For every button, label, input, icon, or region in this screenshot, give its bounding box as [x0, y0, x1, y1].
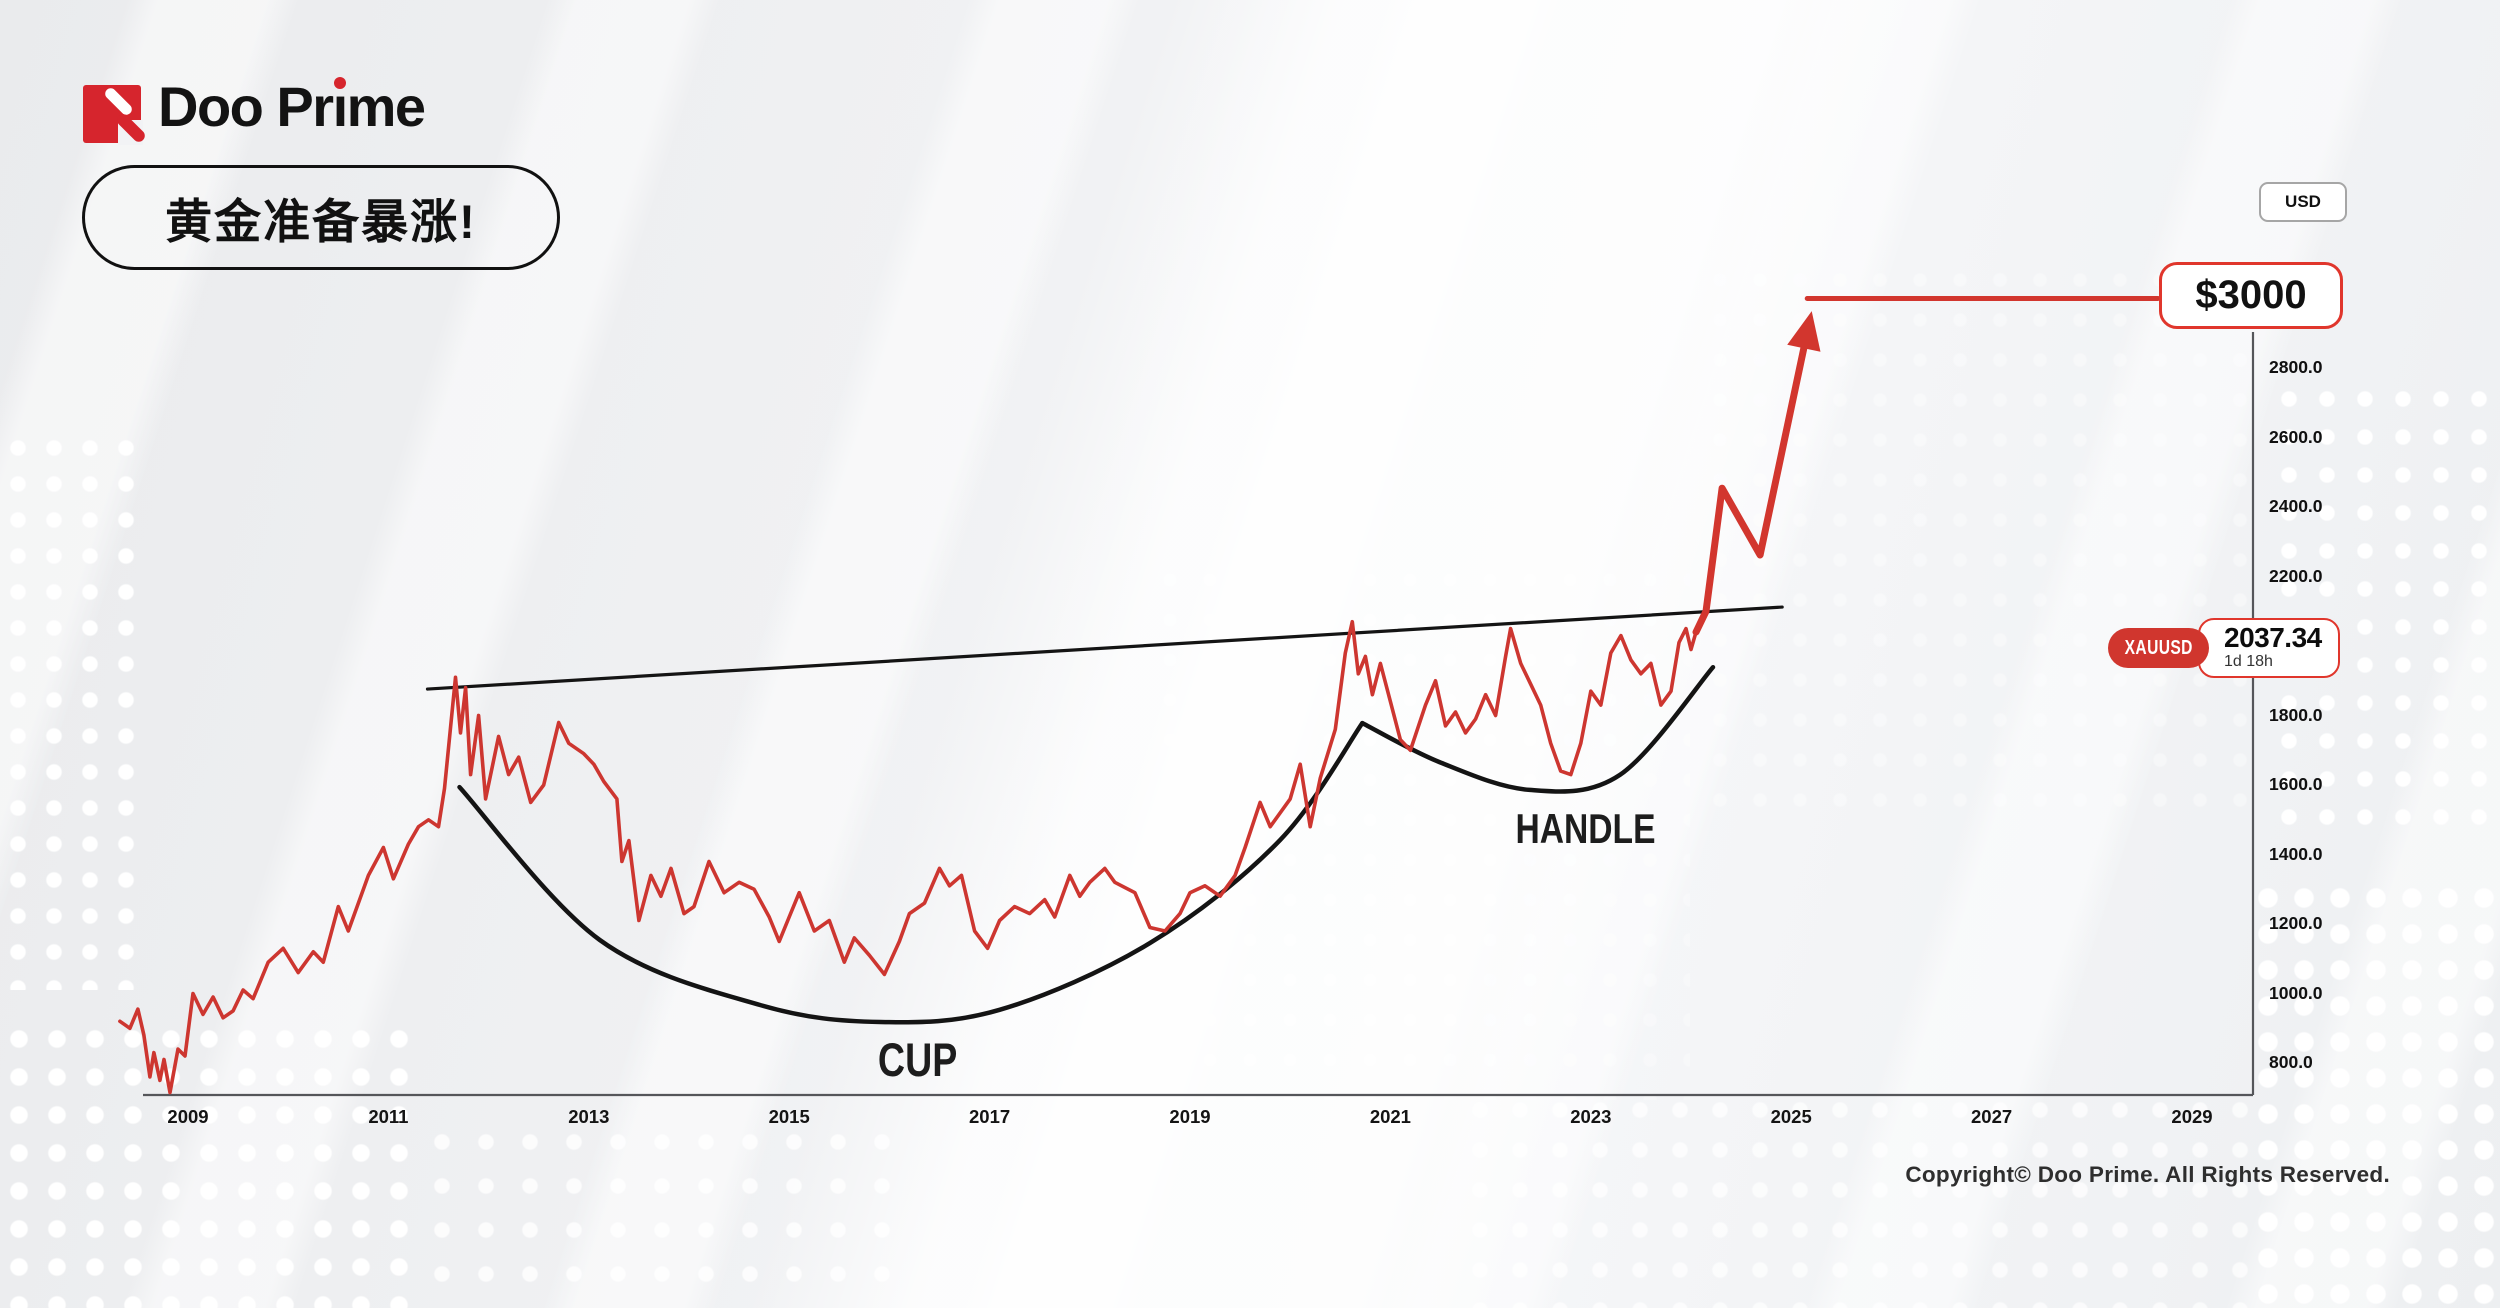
y-axis-tick-label: 1000.0 — [2269, 982, 2323, 1003]
price-line — [118, 619, 1698, 1095]
cup-curve — [457, 720, 1365, 1025]
y-axis-tick-label: 1800.0 — [2269, 704, 2323, 725]
x-axis-tick-label: 2021 — [1369, 1106, 1411, 1127]
y-axis-tick-label: 2400.0 — [2269, 496, 2323, 516]
y-axis-tick-label: 1200.0 — [2269, 913, 2323, 933]
wordmark-part2: me — [346, 75, 426, 138]
y-axis-tick-label: 1600.0 — [2269, 774, 2323, 794]
cup-pattern-label: CUP — [838, 1032, 998, 1087]
symbol-pill: XAUUSD — [2108, 628, 2209, 668]
target-price-callout: $3000 — [2159, 262, 2343, 329]
x-axis-tick-label: 2023 — [1570, 1106, 1612, 1127]
doo-prime-logo-icon — [83, 85, 148, 145]
copyright-text: Copyright© Doo Prime. All Rights Reserve… — [1905, 1162, 2390, 1187]
y-axis-tick-label: 1400.0 — [2269, 843, 2323, 864]
y-axis-tick-label: 800.0 — [2269, 1052, 2313, 1072]
arrowhead-icon — [1787, 311, 1821, 352]
wordmark-part1: Doo Pr — [158, 75, 334, 138]
x-axis-tick-label: 2017 — [969, 1106, 1011, 1127]
currency-label: USD — [2285, 192, 2321, 211]
currency-badge: USD — [2259, 182, 2347, 222]
headline-pill: 黄金准备暴涨! — [82, 165, 560, 270]
current-price-callout: 2037.34 1d 18h — [2198, 618, 2340, 678]
handle-curve — [1360, 664, 1716, 794]
target-price-label: $3000 — [2195, 273, 2307, 317]
doo-prime-wordmark: Doo Prıme — [158, 74, 426, 139]
trendline — [425, 605, 1784, 691]
current-price-value: 2037.34 — [2224, 622, 2322, 653]
symbol-label: XAUUSD — [2124, 636, 2193, 659]
handle-text: HANDLE — [1515, 805, 1655, 852]
y-axis-tick-label: 2200.0 — [2269, 565, 2323, 586]
wordmark-i-reddot: ı — [332, 75, 349, 138]
x-axis-tick-label: 2009 — [167, 1106, 209, 1127]
cup-text: CUP — [878, 1033, 958, 1086]
y-axis-tick-label: 2800.0 — [2269, 357, 2323, 377]
y-axis-tick-label: 2600.0 — [2269, 426, 2323, 447]
x-axis-tick-label: 2013 — [568, 1106, 610, 1127]
x-axis-tick-label: 2027 — [1971, 1106, 2013, 1127]
x-axis-tick-label: 2025 — [1770, 1106, 1812, 1127]
x-axis-tick-label: 2029 — [2171, 1106, 2213, 1127]
logo-white-slash — [102, 85, 135, 118]
x-axis-tick-label: 2019 — [1169, 1106, 1211, 1127]
candle-countdown: 1d 18h — [2224, 653, 2273, 670]
projection-line — [1692, 319, 1813, 636]
x-axis-tick-label: 2011 — [368, 1106, 409, 1127]
handle-pattern-label: HANDLE — [1465, 805, 1705, 853]
x-axis-tick-label: 2015 — [768, 1106, 810, 1127]
headline-text: 黄金准备暴涨! — [165, 195, 477, 248]
